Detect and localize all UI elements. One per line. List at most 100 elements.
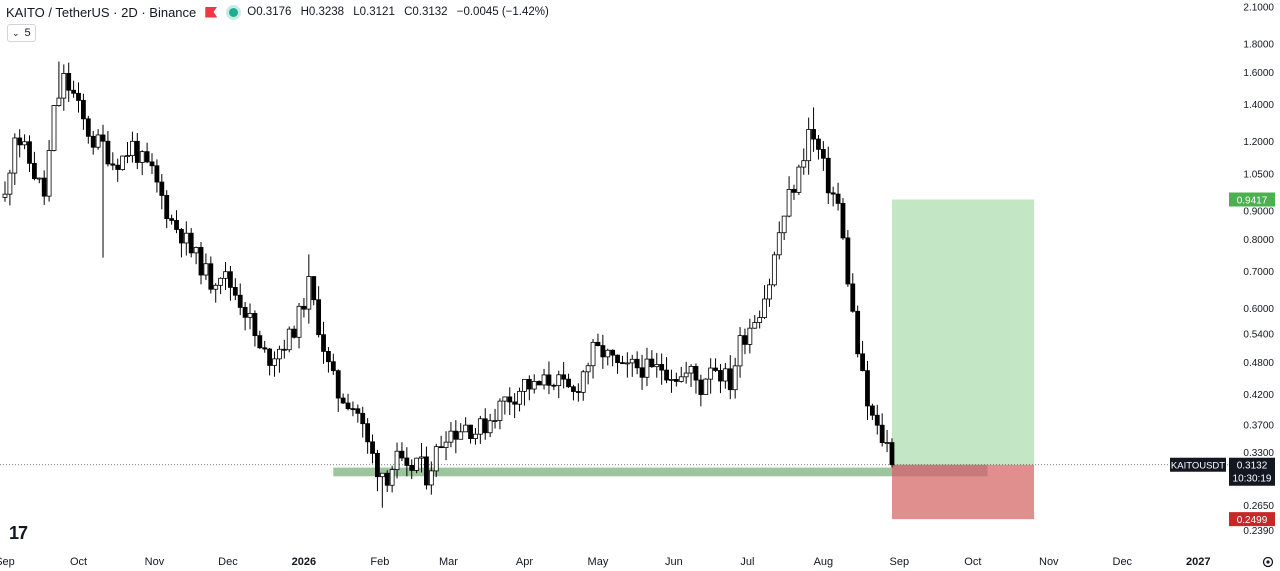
candle-body[interactable]: [61, 73, 67, 99]
candle-body[interactable]: [340, 397, 346, 404]
candle-body[interactable]: [698, 379, 704, 395]
candle-body[interactable]: [105, 140, 111, 165]
candle-body[interactable]: [301, 305, 307, 310]
candle-body[interactable]: [71, 89, 77, 94]
support-zone[interactable]: [333, 467, 892, 477]
candle-body[interactable]: [262, 347, 268, 350]
candle-body[interactable]: [228, 271, 233, 288]
candle-body[interactable]: [693, 365, 699, 381]
candle-body[interactable]: [654, 364, 660, 368]
candle-body[interactable]: [840, 202, 846, 239]
candle-body[interactable]: [448, 430, 454, 443]
candle-body[interactable]: [164, 195, 170, 220]
candle-body[interactable]: [507, 396, 513, 403]
candle-body[interactable]: [732, 365, 738, 391]
candle-body[interactable]: [36, 177, 42, 180]
candle-body[interactable]: [727, 368, 733, 391]
candle-body[interactable]: [335, 370, 341, 399]
candle-body[interactable]: [742, 335, 748, 345]
candle-body[interactable]: [110, 163, 116, 166]
candle-body[interactable]: [605, 349, 611, 358]
candle-body[interactable]: [330, 361, 336, 372]
candle-body[interactable]: [134, 140, 140, 163]
candle-body[interactable]: [722, 368, 728, 382]
candle-body[interactable]: [620, 362, 625, 365]
candle-body[interactable]: [531, 380, 537, 390]
candle-body[interactable]: [556, 374, 562, 386]
candle-body[interactable]: [781, 215, 787, 234]
candle-body[interactable]: [218, 277, 224, 286]
candle-body[interactable]: [17, 137, 23, 146]
candle-body[interactable]: [404, 457, 410, 466]
candle-body[interactable]: [600, 345, 606, 358]
candle-body[interactable]: [536, 380, 542, 386]
candle-body[interactable]: [90, 135, 96, 148]
candle-body[interactable]: [66, 73, 72, 91]
candle-body[interactable]: [174, 220, 179, 230]
candle-body[interactable]: [144, 151, 150, 163]
candle-body[interactable]: [776, 232, 782, 256]
candle-body[interactable]: [384, 472, 390, 486]
candle-body[interactable]: [737, 335, 743, 367]
candle-body[interactable]: [497, 400, 503, 421]
candle-body[interactable]: [433, 446, 439, 472]
candle-body[interactable]: [296, 305, 302, 338]
candle-body[interactable]: [688, 365, 694, 374]
candle-body[interactable]: [664, 369, 669, 381]
candle-body[interactable]: [257, 335, 263, 349]
candle-body[interactable]: [512, 401, 518, 405]
candle-body[interactable]: [438, 446, 444, 449]
candle-body[interactable]: [718, 370, 723, 382]
candle-body[interactable]: [453, 430, 459, 440]
candle-body[interactable]: [409, 465, 415, 471]
candle-body[interactable]: [46, 150, 52, 197]
candle-body[interactable]: [291, 328, 297, 338]
candle-body[interactable]: [27, 141, 32, 164]
candle-body[interactable]: [659, 364, 665, 371]
candle-body[interactable]: [95, 134, 101, 148]
candle-body[interactable]: [482, 418, 488, 434]
candle-body[interactable]: [835, 193, 841, 204]
candle-body[interactable]: [786, 189, 792, 217]
candle-body[interactable]: [208, 263, 214, 290]
candle-body[interactable]: [757, 317, 763, 323]
candle-body[interactable]: [649, 358, 655, 368]
candle-body[interactable]: [487, 420, 493, 434]
candle-body[interactable]: [816, 138, 821, 150]
candle-body[interactable]: [360, 412, 366, 425]
candle-body[interactable]: [477, 418, 483, 435]
candle-body[interactable]: [252, 313, 258, 337]
candle-body[interactable]: [546, 374, 552, 386]
candle-body[interactable]: [120, 155, 126, 170]
candle-body[interactable]: [634, 358, 640, 369]
candle-body[interactable]: [355, 408, 361, 414]
candle-body[interactable]: [316, 299, 322, 336]
candle-body[interactable]: [767, 284, 772, 300]
candle-body[interactable]: [468, 424, 473, 439]
candle-body[interactable]: [590, 341, 596, 367]
candle-body[interactable]: [811, 129, 816, 140]
candle-body[interactable]: [85, 118, 91, 137]
candle-body[interactable]: [379, 472, 385, 478]
candle-body[interactable]: [394, 450, 400, 470]
candle-body[interactable]: [115, 164, 121, 170]
candle-body[interactable]: [820, 148, 826, 159]
candle-body[interactable]: [419, 456, 424, 459]
candle-body[interactable]: [281, 348, 287, 351]
candle-body[interactable]: [762, 298, 767, 318]
tradingview-logo[interactable]: 17: [9, 523, 28, 544]
candle-body[interactable]: [149, 161, 155, 167]
candle-body[interactable]: [825, 157, 831, 194]
candle-body[interactable]: [669, 379, 674, 381]
candle-body[interactable]: [801, 160, 807, 168]
candle-body[interactable]: [370, 441, 375, 454]
candle-body[interactable]: [771, 254, 777, 286]
candle-body[interactable]: [154, 165, 160, 183]
candle-body[interactable]: [213, 284, 219, 290]
candle-body[interactable]: [575, 391, 581, 393]
candle-body[interactable]: [713, 367, 718, 371]
candle-body[interactable]: [889, 442, 895, 466]
candle-body[interactable]: [703, 378, 709, 395]
candle-body[interactable]: [139, 151, 145, 163]
candle-body[interactable]: [130, 140, 135, 157]
